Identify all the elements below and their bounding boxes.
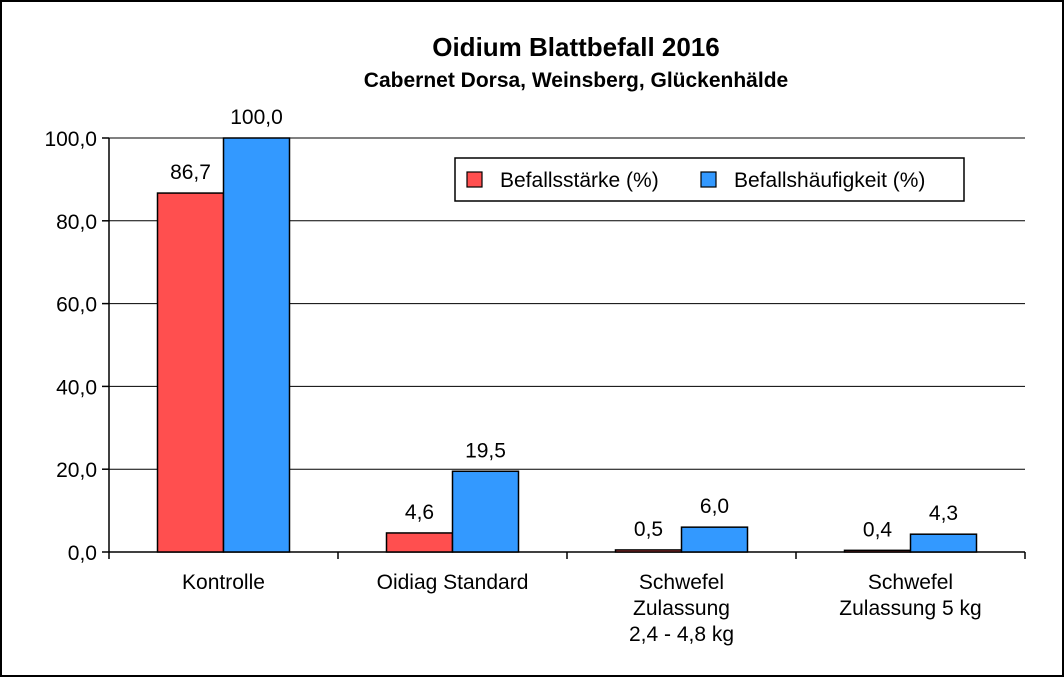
legend-swatch (700, 171, 717, 188)
bar (156, 192, 225, 553)
category-label-line: 2,4 - 4,8 kg (629, 623, 734, 646)
y-tick-label: 20,0 (56, 459, 97, 482)
bar (222, 137, 291, 553)
category-label-line: Zulassung (633, 597, 730, 620)
bar (451, 470, 520, 553)
bar (385, 532, 454, 553)
bar (614, 549, 683, 553)
chart-title: Oidium Blattbefall 2016 (432, 32, 720, 62)
category-label: Schwefel Zulassung 2,4 - 4,8 kg (629, 571, 734, 646)
chart-subtitle: Cabernet Dorsa, Weinsberg, Glückenhälde (364, 69, 788, 92)
category-label-line: Kontrolle (182, 571, 265, 594)
legend-swatch (466, 171, 483, 188)
data-label: 0,5 (634, 518, 663, 541)
legend-box (454, 157, 965, 202)
data-label: 4,3 (929, 502, 958, 525)
legend-label: Befallshäufigkeit (%) (734, 169, 925, 192)
bar (843, 549, 912, 553)
data-label: 0,4 (863, 518, 893, 541)
data-labels: 86,7 100,0 4,6 19,5 0,5 6,0 0,4 4,3 (170, 106, 958, 541)
y-tick-label: 0,0 (68, 542, 97, 565)
y-tick-label: 80,0 (56, 211, 97, 234)
category-label: Kontrolle (182, 571, 265, 594)
legend-label: Befallsstärke (%) (500, 169, 659, 192)
category-label: Schwefel Zulassung 5 kg (839, 571, 981, 620)
bars (156, 137, 978, 553)
data-label: 100,0 (230, 106, 283, 129)
bar (909, 533, 978, 553)
y-tick-label: 40,0 (56, 376, 97, 399)
data-label: 86,7 (170, 161, 211, 184)
category-label-line: Schwefel (639, 571, 724, 594)
category-label-line: Schwefel (868, 571, 953, 594)
data-label: 19,5 (465, 439, 506, 462)
category-label-line: Oidiag Standard (377, 571, 529, 594)
category-label-line: Zulassung 5 kg (839, 597, 981, 620)
axes: 0,0 20,0 40,0 60,0 80,0 100,0 Kontrolle Oidiag … (44, 128, 1026, 646)
bar (680, 526, 749, 553)
data-label: 4,6 (405, 501, 434, 524)
category-label: Oidiag Standard (377, 571, 529, 594)
y-tick-label: 100,0 (44, 128, 97, 151)
legend: Befallsstärke (%) Befallshäufigkeit (%) (454, 157, 965, 202)
y-tick-label: 60,0 (56, 294, 97, 317)
data-label: 6,0 (700, 495, 729, 518)
